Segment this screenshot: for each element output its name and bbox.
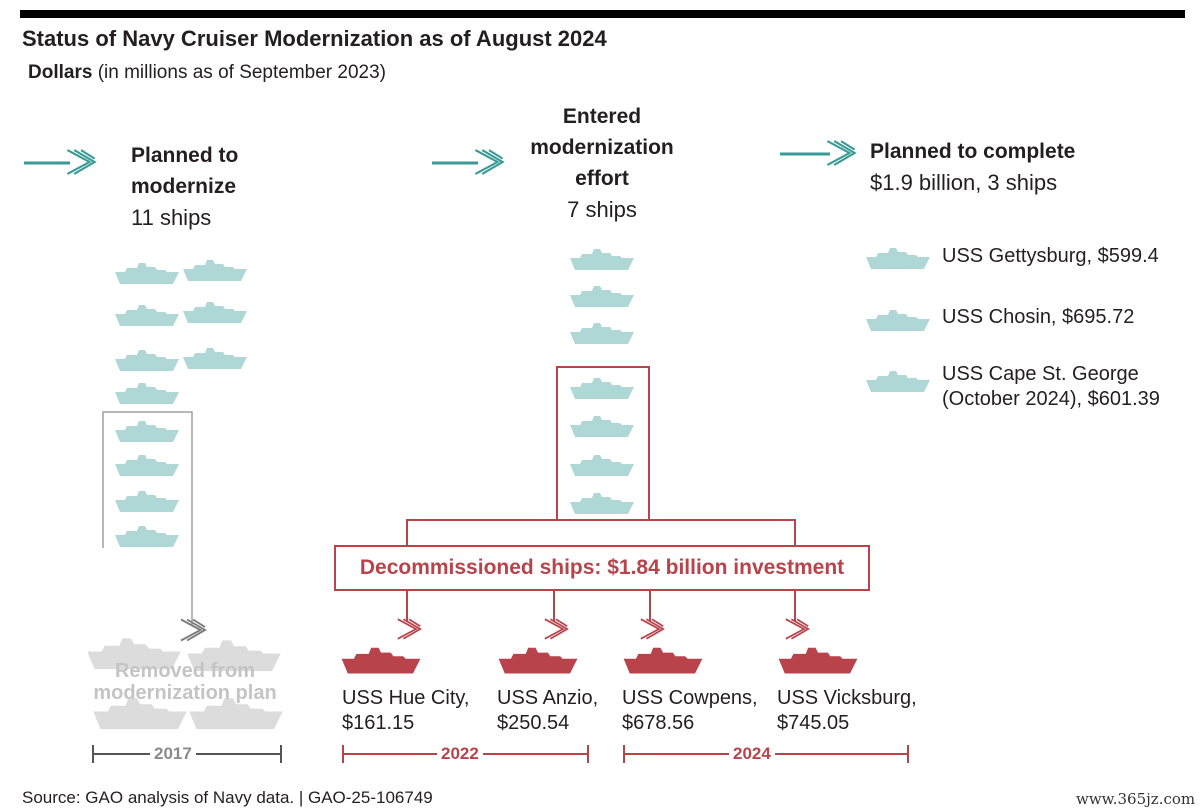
removed-line2: modernization plan [93,682,277,704]
ship-icon [183,345,247,371]
planned-count: 11 ships [131,205,212,230]
ship-icon [115,452,179,478]
chosin-label: USS Chosin, $695.72 [942,306,1135,328]
ship-icon [115,260,179,286]
ship-icon [570,246,634,272]
cowpens-label: USS Cowpens, $678.56 [622,686,758,736]
ship-icon [570,283,634,309]
cape-st-george-line1: USS Cape St. George [942,363,1139,385]
removed-label: Removed from modernization plan [82,660,288,704]
figure-subtitle: Dollars (in millions as of September 202… [28,62,386,84]
ship-icon [115,488,179,514]
ship-icon [340,644,422,676]
entered-count: 7 ships [567,197,637,222]
entered-line2: modernization [530,136,674,159]
entered-arrow-icon [474,148,504,176]
year-2024: 2024 [729,744,775,764]
ship-icon [115,380,179,406]
anzio-label: USS Anzio, $250.54 [497,686,598,736]
planned-line2: modernize [131,175,237,198]
ship-icon [570,320,634,346]
gettysburg-label: USS Gettysburg, $599.4 [942,245,1159,267]
entered-heading: Entered modernization effort 7 ships [512,101,692,225]
ship-icon [570,452,634,478]
complete-line2: $1.9 billion, 3 ships [870,170,1058,195]
removed-line1: Removed from [114,660,256,682]
decommissioned-bracket [406,519,796,545]
hue-city-name: USS Hue City, [342,687,470,709]
complete-heading: Planned to complete $1.9 billion, 3 ship… [870,136,1075,198]
top-rule [20,10,1185,18]
ship-icon [622,644,704,676]
watermark: www.365jz.com [1076,790,1196,808]
ship-icon [866,245,930,271]
anzio-name: USS Anzio, [497,687,599,709]
cowpens-name: USS Cowpens, [622,687,758,709]
anzio-amount: $250.54 [497,712,570,734]
vicksburg-name: USS Vicksburg, [777,687,917,709]
hue-city-arrow-icon [396,618,422,640]
anzio-arrow-icon [543,618,569,640]
hue-city-amount: $161.15 [342,712,415,734]
complete-arrow-icon [826,139,856,167]
figure-title: Status of Navy Cruiser Modernization as … [22,26,607,51]
year-2022: 2022 [437,744,483,764]
ship-icon [866,307,930,333]
ship-icon [115,302,179,328]
ship-icon [183,257,247,283]
ship-icon [183,299,247,325]
ship-icon [570,413,634,439]
ship-icon [115,418,179,444]
complete-line1: Planned to complete [870,140,1076,163]
subtitle-rest: (in millions as of September 2023) [92,62,387,83]
vicksburg-amount: $745.05 [777,712,850,734]
cowpens-amount: $678.56 [622,712,695,734]
cape-st-george-label: USS Cape St. George (October 2024), $601… [942,362,1160,412]
subtitle-bold: Dollars [28,62,93,83]
decommissioned-box: Decommissioned ships: $1.84 billion inve… [334,545,870,591]
planned-heading: Planned to modernize 11 ships [131,140,238,233]
ship-icon [866,368,930,394]
year-2017: 2017 [150,744,196,764]
ship-icon [777,644,859,676]
hue-city-label: USS Hue City, $161.15 [342,686,469,736]
cowpens-arrow-icon [639,618,665,640]
cape-st-george-line2: (October 2024), $601.39 [942,388,1160,410]
entered-line1: Entered [562,105,642,128]
planned-arrow-icon [66,148,96,176]
ship-icon [570,375,634,401]
ship-icon [115,523,179,549]
ship-icon [570,490,634,516]
entered-line3: effort [575,167,629,190]
vicksburg-arrow-icon [784,618,810,640]
vicksburg-label: USS Vicksburg, $745.05 [777,686,917,736]
ship-icon [115,347,179,373]
ship-icon [497,644,579,676]
planned-line1: Planned to [131,144,239,167]
source-note: Source: GAO analysis of Navy data. | GAO… [22,788,433,807]
removed-bracket [102,411,193,625]
